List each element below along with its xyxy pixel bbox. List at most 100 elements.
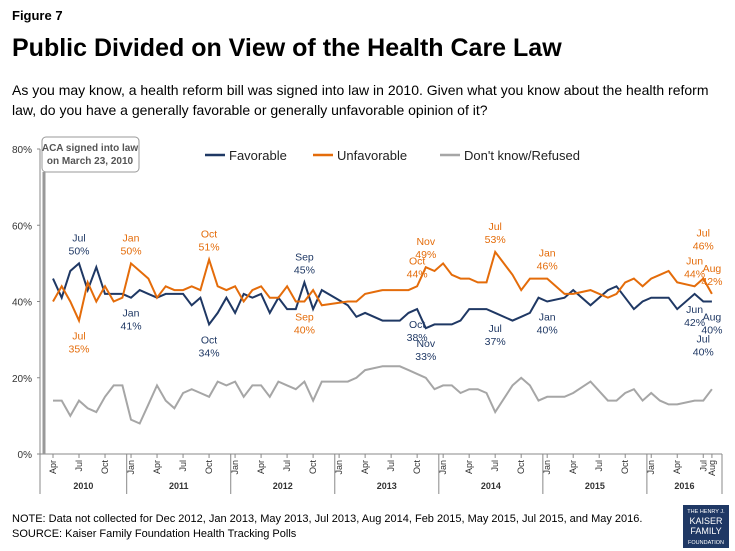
logo-text: FOUNDATION — [688, 540, 724, 546]
data-label: Sep — [295, 312, 314, 324]
x-tick-label: Apr — [464, 460, 474, 474]
data-label: 40% — [294, 325, 315, 337]
note: NOTE: Data not collected for Dec 2012, J… — [12, 513, 643, 525]
data-label: 33% — [415, 351, 436, 363]
year-label: 2011 — [169, 481, 189, 491]
data-label: Oct — [201, 334, 217, 346]
data-label: 46% — [693, 241, 714, 253]
figure-label: Figure 7 — [12, 8, 63, 23]
y-tick-label: 40% — [12, 298, 32, 309]
logo-box — [683, 505, 729, 548]
x-tick-label: Oct — [516, 460, 526, 475]
logo-text: THE HENRY J. — [687, 509, 725, 515]
event-box — [41, 136, 140, 173]
data-label: 40% — [693, 347, 714, 359]
year-label: 2014 — [481, 481, 501, 491]
data-label: Jul — [72, 331, 85, 343]
x-tick-label: Oct — [100, 460, 110, 475]
legend-label: Unfavorable — [337, 148, 407, 163]
x-tick-label: Aug — [707, 460, 717, 476]
data-label: 35% — [69, 344, 90, 356]
data-label: 44% — [684, 268, 705, 280]
x-tick-label: Jan — [438, 460, 448, 475]
x-tick-label: Jul — [594, 460, 604, 472]
x-tick-label: Apr — [672, 460, 682, 474]
event-note: on March 23, 2010 — [47, 156, 134, 167]
x-tick-label: Apr — [360, 460, 370, 474]
data-label: 50% — [121, 245, 142, 257]
logo-text: KAISER — [689, 516, 723, 526]
data-label: Jan — [123, 232, 140, 244]
x-tick-label: Oct — [204, 460, 214, 475]
x-tick-label: Jan — [230, 460, 240, 475]
series-line — [53, 365, 713, 425]
chart-title: Public Divided on View of the Health Car… — [12, 34, 562, 62]
data-label: Jan — [539, 248, 556, 260]
data-label: Jul — [488, 323, 501, 335]
x-tick-label: Oct — [620, 460, 630, 475]
data-label: 51% — [199, 242, 220, 254]
data-label: 40% — [701, 325, 722, 337]
data-label: Oct — [409, 319, 425, 331]
logo-text: FAMILY — [690, 526, 721, 536]
data-label: 53% — [485, 234, 506, 246]
y-tick-label: 0% — [18, 450, 33, 461]
data-label: 42% — [684, 317, 705, 329]
series-line — [52, 249, 713, 324]
data-label: Nov — [416, 338, 435, 350]
data-label: 40% — [537, 325, 558, 337]
y-tick-label: 60% — [12, 221, 32, 232]
source: SOURCE: Kaiser Family Foundation Health … — [12, 528, 297, 540]
x-tick-label: Apr — [48, 460, 58, 474]
data-label: 50% — [69, 245, 90, 257]
x-tick-label: Apr — [568, 460, 578, 474]
series-line — [52, 261, 712, 330]
x-tick-label: Jul — [74, 460, 84, 472]
y-tick-label: 80% — [12, 145, 32, 156]
data-label: 34% — [199, 347, 220, 359]
data-label: 37% — [485, 336, 506, 348]
x-tick-label: Oct — [308, 460, 318, 475]
data-label: Jul — [72, 232, 85, 244]
legend-label: Favorable — [229, 148, 287, 163]
year-label: 2016 — [674, 481, 694, 491]
x-tick-label: Jan — [646, 460, 656, 475]
year-label: 2010 — [73, 481, 93, 491]
data-label: Jun — [686, 304, 703, 316]
data-label: 44% — [407, 268, 428, 280]
subtitle: As you may know, a health reform bill wa… — [12, 82, 709, 118]
data-label: Jul — [697, 228, 710, 240]
data-label: Jul — [488, 221, 501, 233]
year-label: 2015 — [585, 481, 605, 491]
x-tick-label: Apr — [152, 460, 162, 474]
data-label: 42% — [701, 276, 722, 288]
data-label: Jul — [697, 334, 710, 346]
x-tick-label: Jul — [490, 460, 500, 472]
data-label: Aug — [703, 263, 722, 275]
event-note: ACA signed into law — [42, 143, 139, 154]
x-tick-label: Jan — [334, 460, 344, 475]
x-tick-label: Jan — [542, 460, 552, 475]
data-label: Jan — [539, 312, 556, 324]
data-label: 49% — [415, 249, 436, 261]
x-tick-label: Apr — [256, 460, 266, 474]
x-tick-label: Oct — [412, 460, 422, 475]
data-label: Nov — [416, 236, 435, 248]
data-label: Aug — [703, 312, 722, 324]
x-tick-label: Jul — [282, 460, 292, 472]
year-label: 2013 — [377, 481, 397, 491]
x-tick-label: Jul — [698, 460, 708, 472]
y-tick-label: 20% — [12, 374, 32, 385]
data-label: Sep — [295, 251, 314, 263]
data-label: Jan — [123, 308, 140, 320]
data-label: Oct — [201, 229, 217, 241]
x-tick-label: Jul — [386, 460, 396, 472]
data-label: 38% — [407, 332, 428, 344]
data-label: 41% — [121, 321, 142, 333]
data-label: 46% — [537, 261, 558, 273]
x-tick-label: Jul — [178, 460, 188, 472]
legend-label: Don't know/Refused — [464, 148, 580, 163]
year-label: 2012 — [273, 481, 293, 491]
